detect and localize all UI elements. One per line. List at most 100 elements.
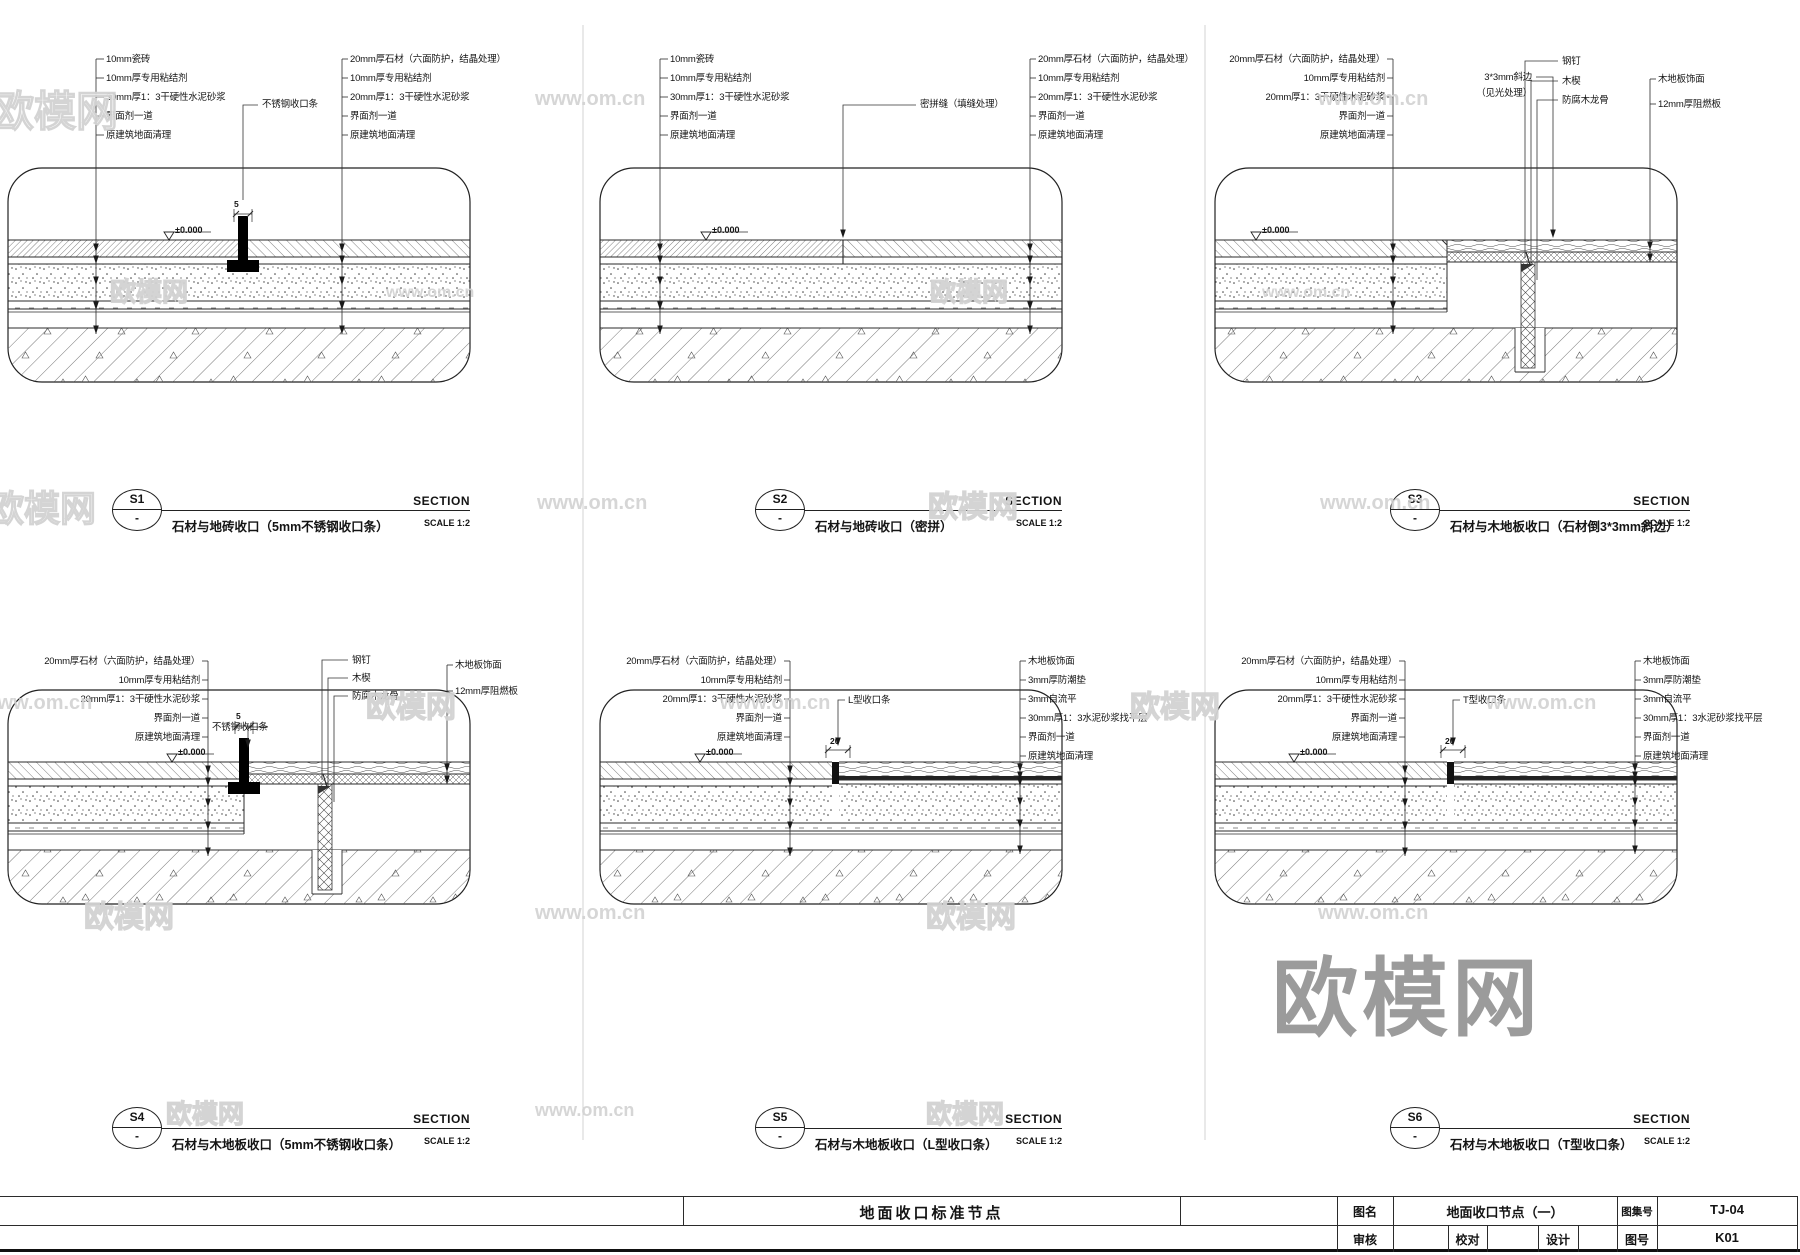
title-rule (1440, 1128, 1690, 1130)
tb-proof-label: 校对 (1455, 1233, 1480, 1247)
material-label: 10mm瓷砖 (670, 54, 715, 65)
material-label: 界面剂一道 (1350, 713, 1397, 724)
material-label: 20mm厚1：3干硬性水泥砂浆 (350, 92, 470, 103)
material-label: 原建筑地面清理 (716, 732, 782, 743)
scale-label: SCALE 1:2 (1015, 518, 1062, 528)
fixing-label: 木楔 (352, 673, 371, 684)
material-label: 10mm厚专用粘结剂 (670, 73, 752, 84)
material-label: 10mm厚专用粘结剂 (1315, 675, 1398, 686)
footer-mid-rule (0, 1225, 1797, 1226)
detail-title: 石材与木地板收口（5mm不锈钢收口条） (172, 1138, 402, 1152)
dimension-text: 5 (234, 199, 239, 209)
material-label: 20mm厚石材（六面防护，结晶处理） (1229, 54, 1385, 65)
dimension-text: 20 (1445, 736, 1455, 746)
material-label: 10mm厚专用粘结剂 (106, 73, 188, 84)
callout-label: T型收口条 (1463, 695, 1506, 706)
tb-atlas-label: 图集号 (1621, 1206, 1653, 1218)
section-label: SECTION (413, 494, 470, 508)
detail-bubble-s5: S5- (755, 1107, 805, 1149)
material-label: 12mm厚阻燃板 (455, 686, 518, 697)
tb-v5 (1448, 1225, 1449, 1252)
detail-number: S6 (1391, 1108, 1439, 1128)
dimension-text: 20 (830, 736, 840, 746)
fixing-label: 钢钉 (1562, 56, 1581, 67)
tb-name-label: 图名 (1352, 1205, 1377, 1219)
material-label: 10mm厚专用粘结剂 (1303, 73, 1386, 84)
dimension-text: 5 (236, 711, 241, 721)
material-label: 10mm厚专用粘结剂 (700, 675, 783, 686)
material-label: 10mm厚专用粘结剂 (350, 73, 432, 84)
fixing-label: 防腐木龙骨 (1562, 95, 1609, 106)
callout-label: 密拼缝（填缝处理） (920, 99, 1004, 110)
material-label: 20mm厚1：3干硬性水泥砂浆 (1038, 92, 1158, 103)
material-label: 界面剂一道 (106, 111, 153, 122)
material-label: 3mm厚防潮垫 (1028, 675, 1086, 686)
section-label: SECTION (1633, 1112, 1690, 1126)
scale-label: SCALE 1:2 (1643, 518, 1690, 528)
title-rule (162, 510, 470, 512)
material-label: 界面剂一道 (153, 713, 200, 724)
title-rule (805, 1128, 1062, 1130)
section-label: SECTION (413, 1112, 470, 1126)
level-mark: ±0.000 (175, 225, 203, 235)
material-label: 20mm厚石材（六面防护，结晶处理） (1038, 54, 1194, 65)
material-label: 30mm厚1：3水泥砂浆找平层 (1028, 713, 1148, 724)
tb-design-label: 设计 (1545, 1233, 1570, 1247)
material-label: 3mm自流平 (1028, 694, 1077, 705)
detail-S6 (1214, 689, 1678, 905)
sheet-grid (582, 25, 1206, 1140)
detail-bubble-s6: S6- (1390, 1107, 1440, 1149)
leader-lines (93, 58, 1656, 856)
footer-box-right (1180, 1196, 1181, 1226)
material-label: 20mm厚1：3干硬性水泥砂浆 (662, 694, 783, 705)
detail-number: S5 (756, 1108, 804, 1128)
tb-check-label: 审核 (1352, 1233, 1377, 1247)
material-label: 原建筑地面清理 (1643, 751, 1709, 762)
material-label: 木地板饰面 (1028, 656, 1075, 667)
scale-label: SCALE 1:2 (423, 518, 470, 528)
material-label: 12mm厚阻燃板 (1658, 99, 1721, 110)
fixing-label: 防腐木龙骨 (352, 691, 399, 702)
tb-no-value: K01 (1715, 1230, 1739, 1245)
detail-sheet-ref: - (135, 511, 139, 525)
tb-v9 (1797, 1196, 1798, 1252)
material-label: 界面剂一道 (1643, 732, 1690, 743)
tb-v1 (1337, 1196, 1338, 1252)
detail-bubble-s4: S4- (112, 1107, 162, 1149)
section-label: SECTION (1633, 494, 1690, 508)
footer-bottom-rule (0, 1249, 1800, 1252)
detail-S5 (599, 689, 1063, 905)
callout-label: L型收口条 (848, 695, 891, 706)
material-label: 20mm厚石材（六面防护，结晶处理） (350, 54, 506, 65)
material-label: 3mm厚防潮垫 (1643, 675, 1701, 686)
callout-label: 不锈钢收口条 (262, 99, 318, 110)
material-label: 原建筑地面清理 (670, 130, 736, 141)
material-label: 3mm自流平 (1643, 694, 1692, 705)
sheet-footer-title: 地面收口标准节点 (859, 1205, 1004, 1222)
section-label: SECTION (1005, 494, 1062, 508)
material-label: 原建筑地面清理 (134, 732, 200, 743)
fixing-label: 木楔 (1562, 76, 1581, 87)
material-label: 界面剂一道 (735, 713, 782, 724)
scale-label: SCALE 1:2 (1015, 1136, 1062, 1146)
tb-v7 (1538, 1225, 1539, 1252)
detail-drawings (7, 167, 1678, 905)
material-label: 界面剂一道 (1338, 111, 1385, 122)
detail-S1 (7, 167, 471, 383)
material-label: 原建筑地面清理 (350, 130, 416, 141)
material-label: 30mm厚1：3干硬性水泥砂浆 (106, 92, 226, 103)
material-label: 界面剂一道 (350, 111, 397, 122)
level-mark: ±0.000 (1262, 225, 1290, 235)
material-label: 原建筑地面清理 (1319, 130, 1385, 141)
level-mark: ±0.000 (712, 225, 740, 235)
fixing-label: 钢钉 (352, 655, 371, 666)
material-label: 界面剂一道 (670, 111, 717, 122)
tb-no-label: 图号 (1624, 1233, 1649, 1247)
material-label: 20mm厚石材（六面防护，结晶处理） (1241, 656, 1397, 667)
footer-box-left (683, 1196, 684, 1226)
detail-S2 (599, 167, 1063, 383)
level-mark: ±0.000 (1300, 747, 1328, 757)
detail-number: S2 (756, 490, 804, 510)
tb-v2 (1393, 1196, 1394, 1252)
